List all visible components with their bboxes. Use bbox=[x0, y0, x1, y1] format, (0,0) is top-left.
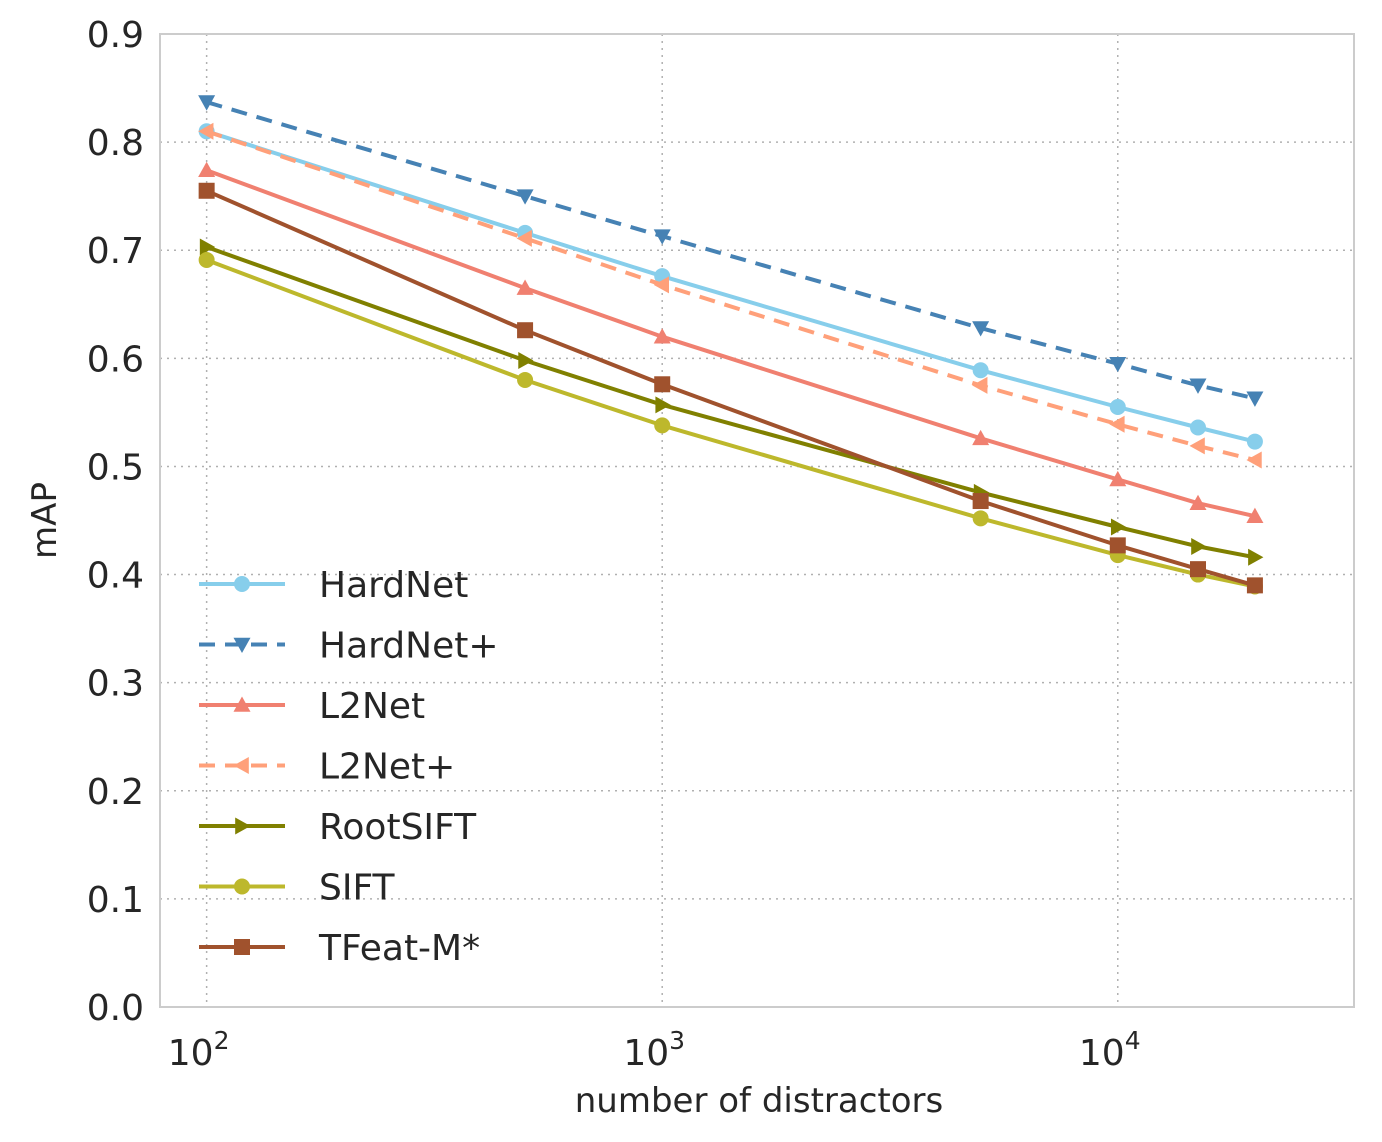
legend-item-hardnet: HardNet bbox=[199, 565, 468, 606]
data-point-l2net bbox=[1189, 494, 1207, 511]
series-l2net bbox=[198, 161, 1264, 523]
legend-label-l2net: L2Net+ bbox=[319, 747, 455, 788]
y-tick-label: 0.7 bbox=[87, 231, 144, 272]
legend-label-rootsift: RootSIFT bbox=[319, 807, 477, 848]
y-tick-label: 0.6 bbox=[87, 339, 144, 380]
data-point-hardnet bbox=[653, 229, 671, 245]
data-point-l2net bbox=[516, 229, 532, 247]
legend-label-hardnet: HardNet+ bbox=[319, 626, 499, 667]
legend-marker-l2net bbox=[233, 696, 251, 712]
data-point-sift bbox=[198, 251, 215, 268]
data-point-tfeat-m bbox=[1109, 537, 1126, 554]
data-point-l2net bbox=[1109, 470, 1127, 487]
legend-label-l2net: L2Net bbox=[319, 686, 425, 727]
data-point-hardnet bbox=[972, 362, 989, 379]
x-tick-base: 10 bbox=[168, 1033, 214, 1074]
data-point-l2net bbox=[516, 279, 534, 295]
y-tick-label: 0.0 bbox=[87, 988, 144, 1029]
data-point-l2net bbox=[653, 328, 671, 344]
legend-item-l2net: L2Net bbox=[199, 686, 425, 727]
data-point-hardnet bbox=[972, 321, 990, 337]
data-point-hardnet bbox=[1246, 433, 1263, 450]
y-tick-label: 0.8 bbox=[87, 123, 144, 164]
series-tfeat-m bbox=[198, 182, 1263, 594]
data-point-l2net bbox=[972, 429, 990, 446]
x-tick-label: 102 bbox=[168, 1026, 230, 1074]
x-tick-exponent: 4 bbox=[1125, 1026, 1141, 1055]
data-point-l2net bbox=[653, 276, 670, 294]
legend-label-tfeat-m: TFeat-M* bbox=[318, 928, 480, 969]
data-point-tfeat-m bbox=[198, 182, 215, 199]
legend-item-tfeat-m: TFeat-M* bbox=[199, 928, 480, 969]
y-tick-label: 0.5 bbox=[87, 447, 144, 488]
data-point-hardnet bbox=[1189, 378, 1207, 394]
x-axis-label: number of distractors bbox=[575, 1081, 944, 1121]
legend-item-l2net: L2Net+ bbox=[199, 747, 455, 788]
data-point-rootsift bbox=[518, 351, 534, 369]
y-tick-label: 0.1 bbox=[87, 880, 144, 921]
y-tick-label: 0.9 bbox=[87, 15, 144, 56]
data-point-rootsift bbox=[1191, 537, 1207, 555]
data-point-tfeat-m bbox=[1190, 561, 1207, 578]
data-point-rootsift bbox=[655, 396, 671, 414]
x-tick-exponent: 2 bbox=[214, 1026, 230, 1055]
plot-frame bbox=[159, 33, 1355, 1008]
data-point-l2net bbox=[1189, 437, 1205, 455]
data-point-hardnet bbox=[1190, 419, 1207, 436]
data-point-tfeat-m bbox=[972, 493, 989, 510]
data-point-l2net bbox=[198, 161, 216, 178]
y-axis-label: mAP bbox=[25, 482, 65, 559]
legend-item-rootsift: RootSIFT bbox=[199, 807, 477, 848]
x-tick-base: 10 bbox=[1079, 1033, 1125, 1074]
data-point-l2net bbox=[198, 122, 214, 140]
series-layer bbox=[198, 95, 1264, 595]
legend-item-hardnet: HardNet+ bbox=[199, 626, 499, 667]
legend-marker-tfeat-m bbox=[234, 939, 250, 955]
x-tick-exponent: 3 bbox=[669, 1026, 685, 1055]
data-point-hardnet bbox=[516, 189, 534, 205]
data-point-sift bbox=[972, 510, 989, 527]
data-point-l2net bbox=[972, 376, 988, 394]
legend-marker-sift bbox=[234, 878, 250, 895]
y-tick-label: 0.4 bbox=[87, 556, 144, 597]
data-point-hardnet bbox=[1109, 398, 1126, 415]
data-point-hardnet bbox=[1246, 391, 1264, 407]
data-point-rootsift bbox=[1248, 548, 1264, 566]
legend-item-sift: SIFT bbox=[199, 868, 396, 909]
legend-marker-l2net bbox=[233, 757, 249, 774]
data-point-l2net bbox=[1246, 507, 1264, 523]
data-point-rootsift bbox=[199, 238, 216, 256]
series-rootsift bbox=[199, 238, 1264, 566]
data-point-hardnet bbox=[1109, 356, 1127, 373]
legend-marker-hardnet bbox=[234, 576, 250, 592]
x-tick-label: 104 bbox=[1079, 1026, 1141, 1074]
legend-label-sift: SIFT bbox=[319, 868, 396, 909]
x-tick-base: 10 bbox=[623, 1033, 669, 1074]
data-point-l2net bbox=[1109, 415, 1125, 433]
legend-marker-hardnet bbox=[233, 637, 251, 653]
x-tick-label: 103 bbox=[623, 1026, 685, 1074]
legend-marker-rootsift bbox=[235, 817, 251, 835]
data-point-rootsift bbox=[1110, 518, 1127, 536]
data-point-sift bbox=[654, 417, 671, 434]
data-point-tfeat-m bbox=[654, 376, 671, 393]
data-point-l2net bbox=[1246, 451, 1262, 469]
legend-label-hardnet: HardNet bbox=[319, 565, 468, 606]
y-tick-label: 0.2 bbox=[87, 772, 144, 813]
data-point-hardnet bbox=[198, 95, 216, 111]
data-point-tfeat-m bbox=[1246, 577, 1263, 594]
series-hardnet bbox=[198, 95, 1264, 407]
legend: HardNet HardNet+ L2Net L2Net+ RootSIFT SIFT TF… bbox=[199, 565, 499, 969]
series-l2net bbox=[198, 122, 1262, 469]
data-point-tfeat-m bbox=[517, 322, 534, 339]
data-point-sift bbox=[517, 371, 534, 388]
y-tick-label: 0.3 bbox=[87, 664, 144, 705]
